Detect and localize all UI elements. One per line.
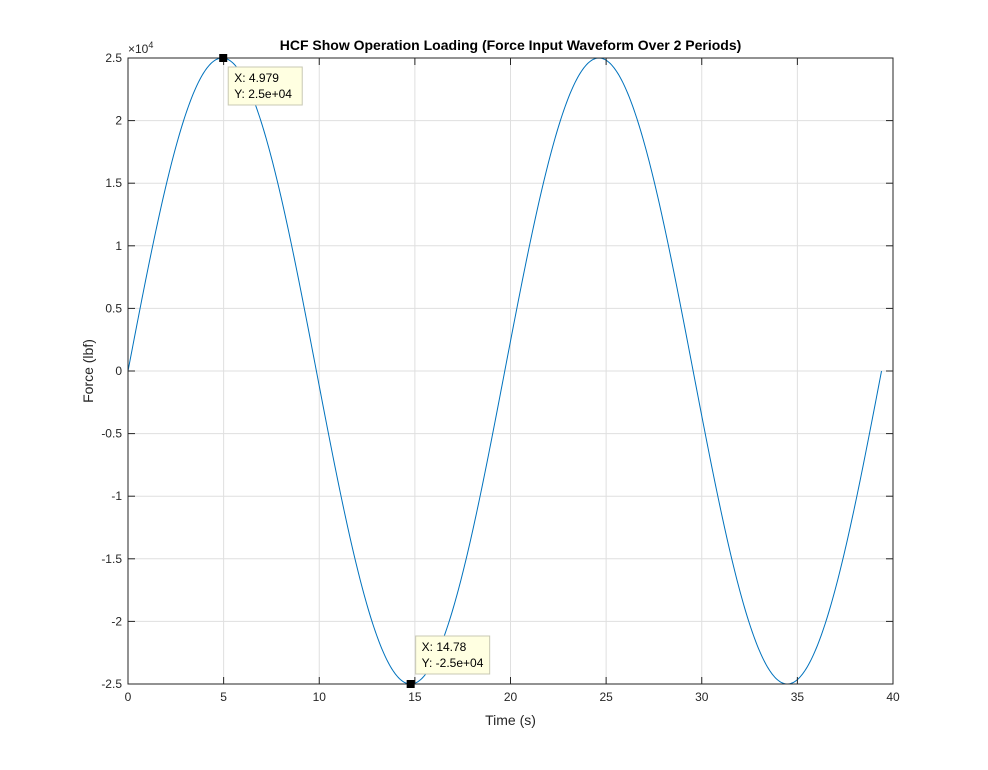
y-tick-label: -1 — [111, 489, 122, 503]
data-tip-max[interactable]: X: 4.979 Y: 2.5e+04 — [219, 54, 303, 106]
data-tip-x-text: X: 14.78 — [422, 640, 467, 654]
x-tick-label: 0 — [125, 690, 132, 704]
y-tick-label: 0 — [115, 364, 122, 378]
tick-marks — [127, 57, 894, 685]
data-tip-min[interactable]: X: 14.78 Y: -2.5e+04 — [406, 635, 491, 688]
y-tick-label: -0.5 — [101, 427, 122, 441]
data-tip-marker[interactable] — [406, 680, 415, 688]
x-tick-label: 35 — [791, 690, 805, 704]
x-tick-label: 30 — [695, 690, 709, 704]
y-tick-label: 1.5 — [105, 176, 122, 190]
x-tick-label: 10 — [313, 690, 327, 704]
y-tick-label: 1 — [115, 239, 122, 253]
y-tick-label: 2.5 — [105, 51, 122, 65]
data-tip-marker[interactable] — [219, 54, 228, 62]
y-tick-label: 0.5 — [105, 301, 122, 315]
chart-title: HCF Show Operation Loading (Force Input … — [280, 37, 742, 53]
x-tick-label: 40 — [886, 690, 900, 704]
x-axis-label: Time (s) — [485, 712, 536, 728]
grid — [127, 57, 894, 685]
y-tick-labels: -2.5 -2 -1.5 -1 -0.5 0 0.5 1 1.5 2 2.5 — [101, 51, 122, 691]
data-tip-x-text: X: 4.979 — [234, 71, 279, 85]
x-tick-label: 5 — [220, 690, 227, 704]
y-exponent-power: 4 — [148, 40, 153, 50]
data-tip-box — [227, 66, 303, 106]
y-axis-label: Force (lbf) — [80, 339, 96, 403]
y-tick-label: 2 — [115, 114, 122, 128]
x-tick-labels: 0 5 10 15 20 25 30 35 40 — [125, 690, 900, 704]
axes[interactable]: 0 5 10 15 20 25 30 35 40 -2.5 -2 -1.5 -1 -0.5 0 0.5 1 1.… — [101, 51, 900, 704]
data-tip-y-text: Y: 2.5e+04 — [234, 87, 292, 101]
y-tick-label: -2 — [111, 614, 122, 628]
y-tick-label: -1.5 — [101, 552, 122, 566]
x-tick-label: 20 — [504, 690, 518, 704]
x-tick-label: 25 — [599, 690, 613, 704]
data-tip-box — [415, 635, 491, 675]
y-tick-label: -2.5 — [101, 677, 122, 691]
x-tick-label: 15 — [408, 690, 422, 704]
y-exponent-base: ×10 — [128, 42, 149, 56]
data-tip-y-text: Y: -2.5e+04 — [422, 656, 484, 670]
y-exponent-label: ×104 — [128, 40, 153, 56]
